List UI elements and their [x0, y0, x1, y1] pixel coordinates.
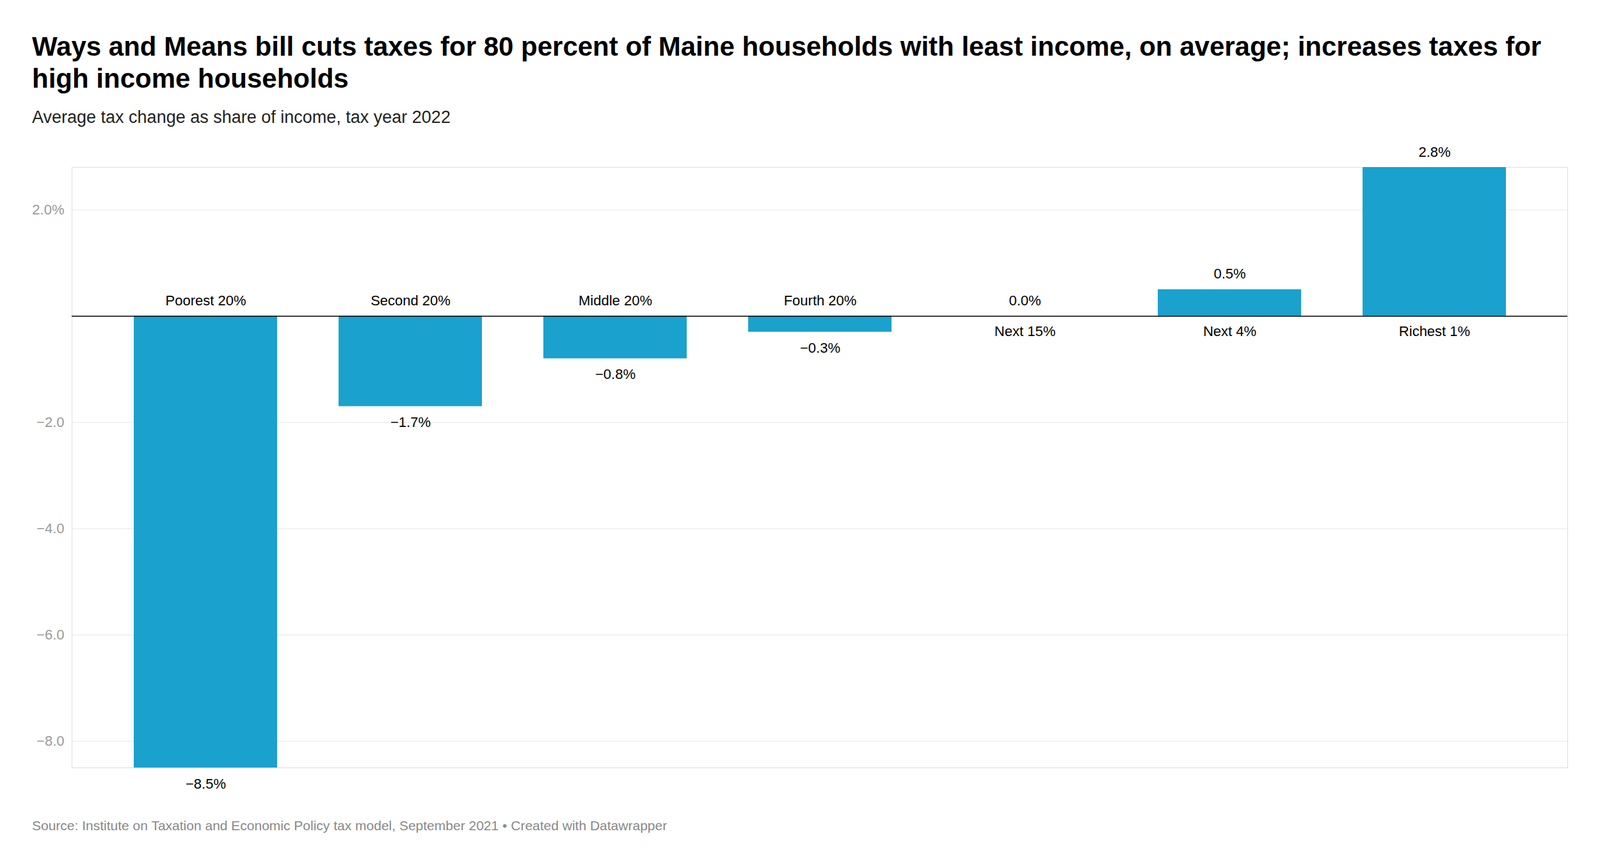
svg-text:0.5%: 0.5% [1213, 265, 1246, 282]
html-text:Ways and Means bill cuts taxes: Ways and Means bill cuts taxes for 80 pe… [32, 31, 1542, 94]
html-text:Average tax change as share of: Average tax change as share of income, t… [32, 107, 451, 127]
svg-text:2.8%: 2.8% [1418, 144, 1451, 160]
svg-text:Next 15%: Next 15% [994, 323, 1056, 340]
svg-text:−0.3%: −0.3% [800, 339, 841, 356]
svg-text:Fourth 20%: Fourth 20% [784, 292, 857, 309]
svg-text:−8.0: −8.0 [36, 732, 64, 749]
svg-text:0.0%: 0.0% [1008, 292, 1041, 309]
svg-text:Middle 20%: Middle 20% [578, 292, 653, 309]
svg-text:−2.0: −2.0 [36, 414, 64, 431]
svg-text:Poorest 20%: Poorest 20% [165, 292, 247, 309]
svg-text:−0.8%: −0.8% [595, 366, 636, 383]
svg-text:−4.0: −4.0 [36, 520, 64, 537]
svg-text:−6.0: −6.0 [36, 626, 64, 643]
html-text:Source: Institute on Taxation: Source: Institute on Taxation and Econom… [32, 817, 668, 833]
svg-text:Next 4%: Next 4% [1203, 323, 1257, 340]
svg-text:Richest 1%: Richest 1% [1399, 323, 1471, 340]
svg-text:−1.7%: −1.7% [390, 414, 431, 431]
svg-text:−8.5%: −8.5% [185, 775, 226, 792]
svg-text:Second 20%: Second 20% [370, 292, 451, 309]
svg-text:2.0%: 2.0% [32, 201, 64, 218]
